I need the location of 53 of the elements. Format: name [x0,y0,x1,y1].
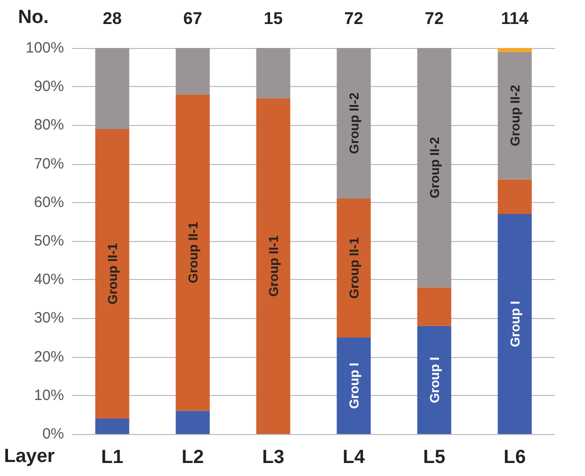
x-tick-label: L3 [262,447,284,468]
bar [336,338,371,434]
bar [417,287,452,326]
y-tick-label: 20% [34,348,64,366]
bar [95,129,130,419]
y-tick-label: 10% [34,386,64,404]
text: Group II-2 [426,136,442,198]
x-tick-label: L4 [342,447,366,468]
text: Group II-1 [185,222,200,284]
bar [256,48,290,98]
bar [417,48,452,288]
y-tick-label: 30% [34,310,64,327]
text: Group II-2 [507,84,522,146]
x-tick-label: L2 [182,447,204,468]
text: 114 [501,9,529,28]
text: 15 [264,9,283,28]
y-tick-label: 80% [34,116,64,134]
y-tick-label: 50% [34,232,64,250]
bar [95,48,130,130]
text: Group I [426,356,442,404]
text: Group II-1 [346,237,362,299]
bar [95,418,130,434]
y-tick-label: 60% [34,194,64,211]
y-tick-label: 90% [34,78,64,96]
bar [336,48,371,199]
text: 67 [183,9,202,28]
text: 72 [344,9,364,28]
text: Group I [507,300,522,348]
bar [498,48,532,52]
bar [498,214,532,434]
bar [417,326,452,434]
series-label: Group II-1 [104,243,120,305]
bar [498,52,532,180]
y-tick-label: 40% [34,271,64,288]
x-tick-label: L1 [101,447,124,468]
x-tick-label: L5 [423,447,446,468]
y-tick-label: 70% [34,155,64,172]
bar [498,179,532,214]
bar [176,410,210,434]
text: Group II-1 [266,235,281,297]
text: 28 [102,9,122,28]
series-label: Group II-2 [346,92,362,154]
bar [256,98,290,434]
x-axis-title: Layer [4,446,56,467]
y-tick-label: 100% [26,40,64,56]
text: 72 [424,9,444,28]
text: No. [18,7,49,28]
bar [336,198,371,338]
x-tick-label: L6 [504,447,526,468]
y-tick-label: 0% [42,426,64,442]
series-label: Group I [346,362,362,409]
bar [176,48,210,94]
bar [176,94,210,411]
